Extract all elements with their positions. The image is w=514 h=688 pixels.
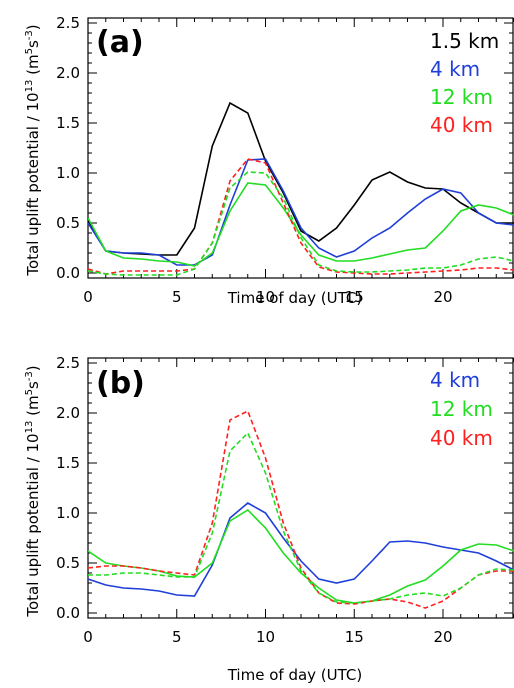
series-line-12-km-dashed <box>88 171 514 276</box>
y-tick-label: 2.5 <box>56 14 80 32</box>
x-tick-label: 0 <box>83 628 93 646</box>
y-tick-label: 1.5 <box>56 454 80 472</box>
x-axis-label: Time of day (UTC) <box>227 666 363 684</box>
y-tick-label: 2.0 <box>56 404 80 422</box>
y-tick-label: 1.0 <box>56 504 80 522</box>
x-tick-label: 15 <box>345 288 364 306</box>
series-line-40-km <box>88 409 514 609</box>
legend-entry: 1.5 km <box>430 29 499 53</box>
series-line-12-km-dashed <box>88 431 514 604</box>
y-axis-label: Total uplift potential / 1013 (m5s-3) <box>24 365 42 617</box>
panel-label: (a) <box>96 25 144 60</box>
y-tick-label: 0.0 <box>56 264 80 282</box>
x-axis-label: Time of day (UTC) <box>227 289 363 307</box>
x-tick-label: 10 <box>256 628 275 646</box>
legend-entry: 4 km <box>430 368 480 392</box>
series-line-4-km <box>88 502 514 597</box>
y-axis-label: Total uplift potential / 1013 (m5s-3) <box>24 24 42 276</box>
x-tick-label: 10 <box>256 288 275 306</box>
series-line-4-km <box>88 158 514 266</box>
x-tick-label: 5 <box>172 288 182 306</box>
y-tick-label: 2.5 <box>56 354 80 372</box>
y-tick-label: 0.5 <box>56 554 80 572</box>
legend-entry: 40 km <box>430 113 493 137</box>
x-tick-label: 20 <box>433 628 452 646</box>
series-line-12-km <box>88 182 514 267</box>
panel-a: 0 5 10 15 20 0.0 0.5 1.0 1.5 2.0 2.5 (a) 1.5 km 4 km 1… <box>24 14 514 307</box>
y-tick-label: 0.0 <box>56 604 80 622</box>
x-tick-label: 15 <box>345 628 364 646</box>
legend-entry: 12 km <box>430 397 493 421</box>
series-line-12-km <box>88 508 514 604</box>
y-tick-label: 1.0 <box>56 164 80 182</box>
legend-entry: 12 km <box>430 85 493 109</box>
y-tick-label: 1.5 <box>56 114 80 132</box>
y-tick-label: 0.5 <box>56 214 80 232</box>
x-tick-label: 5 <box>172 628 182 646</box>
panel-b: 0 5 10 15 20 0.0 0.5 1.0 1.5 2.0 2.5 (b) 4 km 12 km 40… <box>24 354 514 684</box>
x-tick-label: 20 <box>433 288 452 306</box>
x-tick-label: 0 <box>83 288 93 306</box>
series-line-40-km <box>88 158 514 275</box>
y-tick-label: 2.0 <box>56 64 80 82</box>
panel-label: (b) <box>96 366 145 401</box>
legend-entry: 4 km <box>430 57 480 81</box>
legend-entry: 40 km <box>430 426 493 450</box>
